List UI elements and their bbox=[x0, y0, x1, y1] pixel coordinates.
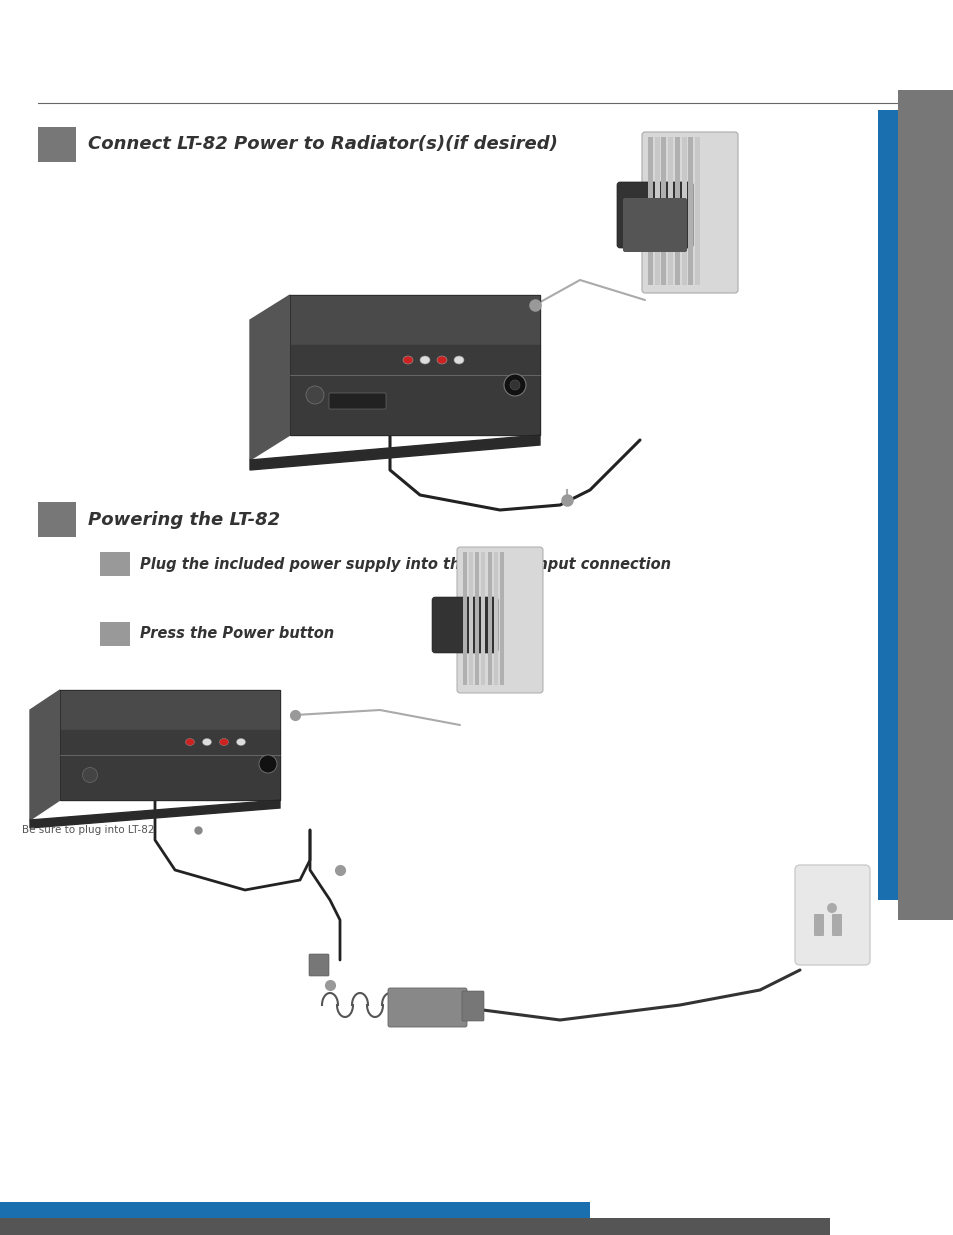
Ellipse shape bbox=[826, 903, 836, 913]
Bar bbox=[499, 552, 503, 685]
Polygon shape bbox=[250, 435, 539, 471]
Bar bbox=[660, 137, 666, 285]
Bar bbox=[0, 1218, 829, 1235]
Text: Press the Power button: Press the Power button bbox=[140, 626, 334, 641]
Ellipse shape bbox=[202, 739, 212, 746]
Bar bbox=[0, 1202, 589, 1218]
Bar bbox=[487, 552, 491, 685]
Ellipse shape bbox=[436, 356, 447, 364]
Ellipse shape bbox=[219, 739, 229, 746]
Bar bbox=[877, 110, 897, 900]
Bar bbox=[674, 137, 679, 285]
Ellipse shape bbox=[454, 356, 463, 364]
Polygon shape bbox=[60, 730, 280, 800]
Bar bbox=[100, 552, 130, 576]
Polygon shape bbox=[290, 345, 539, 435]
Ellipse shape bbox=[419, 356, 430, 364]
FancyBboxPatch shape bbox=[617, 182, 692, 248]
FancyBboxPatch shape bbox=[641, 132, 738, 293]
Text: Be sure to plug into LT-82: Be sure to plug into LT-82 bbox=[22, 825, 154, 835]
Bar bbox=[687, 137, 693, 285]
Polygon shape bbox=[290, 295, 539, 345]
Bar bbox=[654, 137, 659, 285]
FancyBboxPatch shape bbox=[388, 988, 467, 1028]
Bar bbox=[667, 137, 673, 285]
Ellipse shape bbox=[402, 356, 413, 364]
Bar bbox=[469, 552, 473, 685]
Bar bbox=[38, 501, 76, 537]
Bar bbox=[38, 127, 76, 162]
FancyBboxPatch shape bbox=[309, 953, 329, 976]
Ellipse shape bbox=[82, 767, 97, 783]
Ellipse shape bbox=[236, 739, 245, 746]
FancyBboxPatch shape bbox=[329, 393, 386, 409]
FancyBboxPatch shape bbox=[456, 547, 542, 693]
Polygon shape bbox=[30, 690, 60, 820]
Bar bbox=[100, 622, 130, 646]
Ellipse shape bbox=[258, 755, 276, 773]
Polygon shape bbox=[30, 800, 280, 827]
FancyBboxPatch shape bbox=[813, 914, 823, 936]
Bar bbox=[494, 552, 497, 685]
Bar bbox=[647, 137, 652, 285]
Ellipse shape bbox=[510, 380, 519, 390]
FancyBboxPatch shape bbox=[461, 990, 483, 1021]
Text: Plug the included power supply into the Power Input connection: Plug the included power supply into the … bbox=[140, 557, 670, 572]
Bar bbox=[897, 90, 953, 920]
Polygon shape bbox=[60, 690, 280, 730]
Bar bbox=[680, 137, 686, 285]
Bar bbox=[475, 552, 478, 685]
FancyBboxPatch shape bbox=[432, 597, 497, 653]
Ellipse shape bbox=[306, 387, 324, 404]
Bar bbox=[481, 552, 485, 685]
FancyBboxPatch shape bbox=[831, 914, 841, 936]
Bar bbox=[462, 552, 467, 685]
Text: Powering the LT-82: Powering the LT-82 bbox=[88, 511, 280, 529]
Ellipse shape bbox=[503, 374, 525, 396]
FancyBboxPatch shape bbox=[794, 864, 869, 965]
Polygon shape bbox=[250, 295, 290, 459]
Ellipse shape bbox=[185, 739, 194, 746]
Text: Connect LT-82 Power to Radiator(s)(if desired): Connect LT-82 Power to Radiator(s)(if de… bbox=[88, 135, 558, 153]
Bar bbox=[695, 137, 700, 285]
FancyBboxPatch shape bbox=[622, 198, 686, 252]
